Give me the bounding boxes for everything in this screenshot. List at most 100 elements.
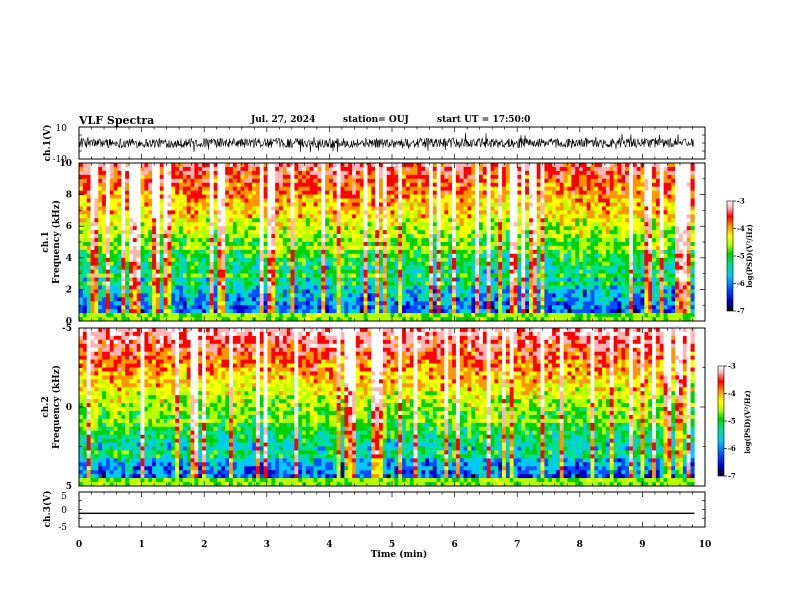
spectrogram-cell <box>302 261 307 266</box>
spectrogram-cell <box>648 194 653 199</box>
spectrogram-cell <box>148 261 153 266</box>
spectrogram-cell <box>359 174 364 180</box>
spectrogram-cell <box>425 178 430 184</box>
spectrogram-cell <box>225 170 230 176</box>
spectrogram-cell <box>655 261 661 266</box>
spectrogram-cell <box>290 277 295 282</box>
spectrogram-cell <box>559 273 564 278</box>
spectrogram-cell <box>682 166 687 172</box>
spectrogram-cell <box>425 230 430 235</box>
spectrogram-cell <box>455 249 461 255</box>
spectrogram-cell <box>359 234 364 239</box>
spectrogram-cell <box>236 238 241 243</box>
spectrogram-cell <box>578 257 584 263</box>
spectrogram-cell <box>594 222 599 227</box>
spectrogram-cell <box>598 218 603 223</box>
spectrogram-cell <box>213 257 218 263</box>
spectrogram-cell <box>340 281 345 286</box>
spectrogram-cell <box>271 249 276 255</box>
spectrogram-cell <box>552 257 557 263</box>
spectrogram-cell <box>417 214 422 219</box>
spectrogram-cell <box>236 186 241 191</box>
spectrogram-cell <box>121 186 126 191</box>
spectrogram-cell <box>382 163 387 168</box>
spectrogram-cell <box>305 273 311 278</box>
spectrogram-cell <box>390 186 395 191</box>
spectrogram-cell <box>413 230 418 235</box>
spectrogram-cell <box>198 206 203 211</box>
spectrogram-cell <box>663 253 668 259</box>
spectrogram-cell <box>552 261 557 266</box>
spectrogram-cell <box>528 198 534 203</box>
spectrogram-cell <box>102 166 107 172</box>
spectrogram-cell <box>213 230 218 235</box>
spectrogram-cell <box>332 174 337 180</box>
spectrogram-cell <box>648 269 653 274</box>
spectrogram-cell <box>375 186 380 191</box>
spectrogram-cell <box>448 198 453 203</box>
spectrogram-cell <box>440 174 445 180</box>
spectrogram-cell <box>513 230 518 235</box>
spectrogram-cell <box>578 163 584 168</box>
spectrogram-cell <box>655 198 661 203</box>
spectrogram-cell <box>167 257 172 263</box>
spectrogram-cell <box>482 198 487 203</box>
spectrogram-cell <box>528 218 534 223</box>
spectrogram-cell <box>267 230 272 235</box>
spectrogram-cell <box>109 174 114 180</box>
spectrogram-cell <box>348 182 353 187</box>
spectrogram-cell <box>428 238 434 243</box>
spectrogram-cell <box>278 265 284 270</box>
spectrogram-cell <box>682 253 687 259</box>
spectrogram-cell <box>371 261 376 266</box>
spectrogram-cell <box>240 238 245 243</box>
spectrogram-cell <box>513 194 518 199</box>
spectrogram-cell <box>640 202 645 207</box>
spectrogram-cell <box>240 277 245 282</box>
spectrogram-cell <box>344 214 349 219</box>
spectrogram-cell <box>571 222 576 227</box>
spectrogram-cell <box>502 277 507 282</box>
spectrogram-cell <box>305 277 311 282</box>
spectrogram-cell <box>102 182 107 187</box>
spectrogram-cell <box>444 210 449 215</box>
spectrogram-cell <box>463 230 468 235</box>
spectrogram-cell <box>102 273 107 278</box>
spectrogram-cell <box>321 238 326 243</box>
spectrogram-cell <box>402 170 407 176</box>
spectrogram-cell <box>682 261 687 266</box>
spectrogram-cell <box>405 174 411 180</box>
spectrogram-cell <box>267 202 272 207</box>
spectrogram-cell <box>540 163 545 168</box>
spectrogram-cell <box>378 273 384 278</box>
spectrogram-cell <box>502 182 507 187</box>
spectrogram-cell <box>494 265 499 270</box>
spectrogram-cell <box>398 234 403 239</box>
spectrogram-cell <box>213 178 218 184</box>
spectrogram-cell <box>690 206 695 211</box>
spectrogram-cell <box>613 238 618 243</box>
spectrogram-cell <box>517 222 522 227</box>
spectrogram-cell <box>136 265 141 270</box>
spectrogram-cell <box>167 249 172 255</box>
spectrogram-cell <box>94 273 99 278</box>
spectrogram-cell <box>571 194 576 199</box>
spectrogram-cell <box>644 226 649 231</box>
spectrogram-cell <box>240 202 245 207</box>
spectrogram-cell <box>621 226 626 231</box>
spectrogram-cell <box>290 174 295 180</box>
spectrogram-cell <box>98 202 103 207</box>
spectrogram-cell <box>413 226 418 231</box>
spectrogram-cell <box>659 178 664 184</box>
spectrogram-cell <box>271 218 276 223</box>
spectrogram-cell <box>282 257 287 263</box>
spectrogram-cell <box>217 230 222 235</box>
spectrogram-cell <box>578 178 584 184</box>
spectrogram-cell <box>94 170 99 176</box>
spectrogram-cell <box>378 265 384 270</box>
spectrogram-cell <box>402 277 407 282</box>
spectrogram-cell <box>448 163 453 168</box>
spectrogram-cell <box>478 249 484 255</box>
spectrogram-cell <box>275 218 280 223</box>
spectrogram-cell <box>286 218 291 223</box>
